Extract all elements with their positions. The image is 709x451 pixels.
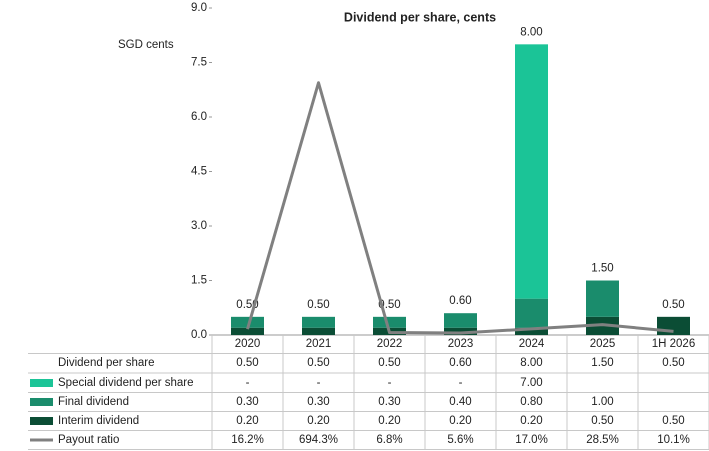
table-cell: - [388, 377, 392, 389]
table-cell: 1.50 [591, 357, 613, 369]
row-label: Payout ratio [58, 434, 119, 446]
table-cell: 0.20 [307, 415, 329, 427]
bar-segment [373, 316, 406, 328]
legend-swatch [30, 417, 53, 425]
row-label: Interim dividend [58, 415, 139, 427]
table-cell: 0.20 [236, 415, 258, 427]
table-cell: 5.6% [447, 434, 473, 446]
bar-segment [231, 316, 264, 328]
table-cell: 0.60 [449, 357, 471, 369]
total-label: 1.50 [591, 263, 613, 275]
table-cell: 8.00 [520, 357, 542, 369]
total-label: 0.60 [449, 295, 471, 307]
y-tick-label: 4.5 [191, 166, 207, 178]
row-label: Final dividend [58, 396, 129, 408]
table-cell: 7.00 [520, 377, 542, 389]
table-cell: 0.50 [662, 415, 684, 427]
table-cell: 0.50 [591, 415, 613, 427]
bar-segment [515, 44, 548, 299]
row-label: Special dividend per share [58, 377, 194, 389]
table-cell: 10.1% [657, 434, 690, 446]
table-cell: 0.50 [378, 357, 400, 369]
table-cell: 0.20 [520, 415, 542, 427]
table-cell: 6.8% [376, 434, 402, 446]
x-tick-label: 2024 [519, 338, 545, 350]
table-cell: 0.30 [378, 396, 400, 408]
table-cell: 0.50 [662, 357, 684, 369]
table-cell: 0.30 [307, 396, 329, 408]
x-tick-label: 2021 [306, 338, 332, 350]
table-cell: 694.3% [299, 434, 338, 446]
x-tick-label: 1H 2026 [652, 338, 695, 350]
bar-segment [586, 280, 619, 317]
bar-segment [444, 327, 477, 335]
legend-swatch [30, 398, 53, 406]
table-cell: 0.50 [307, 357, 329, 369]
x-tick-label: 2022 [377, 338, 403, 350]
table-cell: 17.0% [515, 434, 548, 446]
y-tick-label: 1.5 [191, 275, 207, 287]
y-tick-label: 6.0 [191, 111, 207, 123]
total-label: 8.00 [520, 26, 542, 38]
legend-swatch [30, 379, 53, 387]
row-label: Dividend per share [58, 357, 155, 369]
y-tick-label: 3.0 [191, 220, 207, 232]
table-cell: 0.40 [449, 396, 471, 408]
total-label: 0.50 [307, 299, 329, 311]
bar-segment [231, 327, 264, 335]
bar-segment [657, 316, 690, 335]
table-cell: 16.2% [231, 434, 264, 446]
y-tick-label: 0.0 [191, 329, 207, 341]
bar-segment [302, 327, 335, 335]
table-cell: 1.00 [591, 396, 613, 408]
bar-segment [302, 316, 335, 328]
x-tick-label: 2020 [235, 338, 261, 350]
y-tick-label: 7.5 [191, 57, 207, 69]
bar-segment [515, 298, 548, 328]
x-tick-label: 2023 [448, 338, 474, 350]
x-tick-label: 2025 [590, 338, 616, 350]
table-cell: 0.20 [378, 415, 400, 427]
table-cell: - [459, 377, 463, 389]
total-label: 0.50 [662, 299, 684, 311]
table-cell: 0.80 [520, 396, 542, 408]
table-cell: - [246, 377, 250, 389]
table-cell: 0.30 [236, 396, 258, 408]
payout-line [246, 81, 674, 335]
table-cell: - [317, 377, 321, 389]
table-cell: 28.5% [586, 434, 619, 446]
table-cell: 0.50 [236, 357, 258, 369]
bar-segment [515, 327, 548, 335]
bar-segment [444, 313, 477, 328]
table-cell: 0.20 [449, 415, 471, 427]
y-tick-label: 9.0 [191, 2, 207, 14]
chart-title: Dividend per share, cents [344, 10, 496, 24]
y-axis-label: SGD cents [118, 39, 174, 51]
